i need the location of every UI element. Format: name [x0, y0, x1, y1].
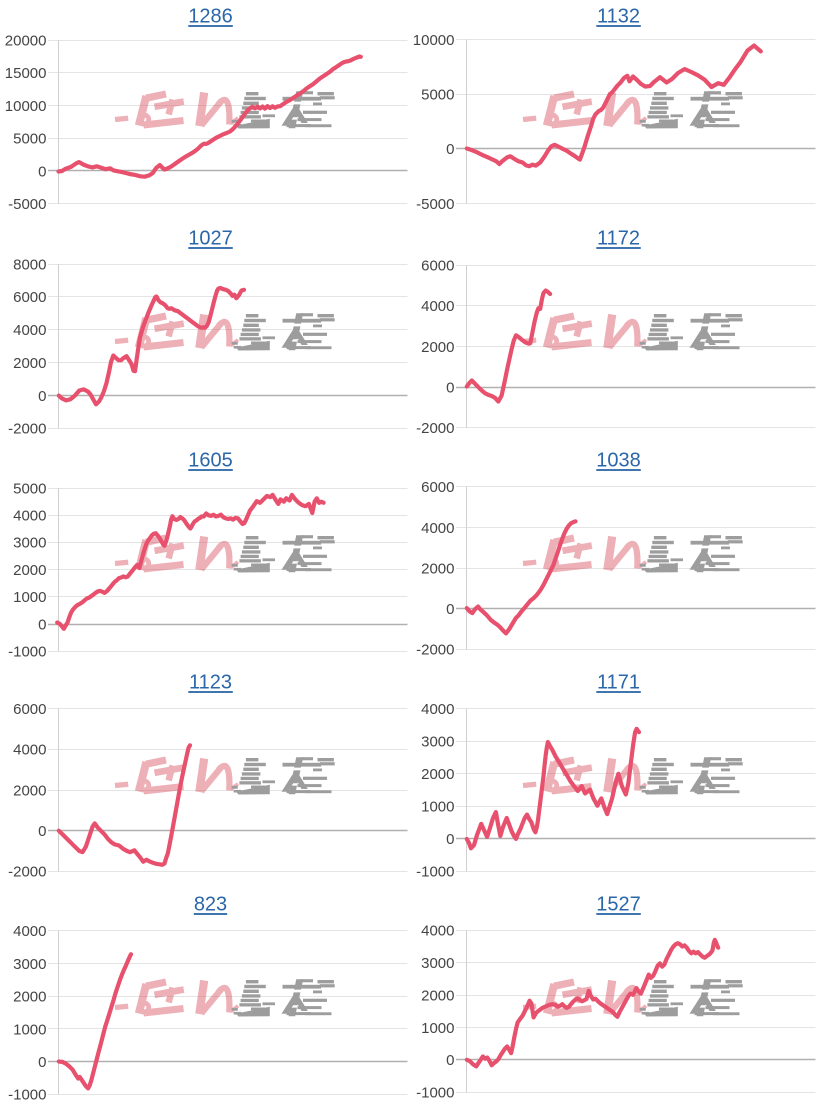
svg-text:1123: 1123: [189, 672, 232, 694]
svg-text:-1000: -1000: [416, 1085, 454, 1102]
svg-text:4000: 4000: [13, 508, 46, 525]
svg-text:0: 0: [38, 388, 46, 405]
svg-text:-2000: -2000: [416, 420, 454, 437]
svg-text:-5000: -5000: [416, 196, 454, 213]
svg-text:2000: 2000: [13, 989, 46, 1006]
svg-text:1000: 1000: [421, 1020, 454, 1037]
svg-text:1000: 1000: [13, 589, 46, 606]
svg-text:8000: 8000: [13, 256, 46, 273]
svg-text:1171: 1171: [597, 672, 640, 694]
svg-text:0: 0: [38, 163, 46, 180]
svg-text:2000: 2000: [13, 562, 46, 579]
svg-text:1286: 1286: [188, 6, 233, 28]
svg-text:5000: 5000: [421, 87, 454, 104]
svg-text:2000: 2000: [421, 987, 454, 1004]
svg-text:2000: 2000: [421, 339, 454, 356]
svg-text:4000: 4000: [421, 298, 454, 315]
svg-text:4000: 4000: [421, 520, 454, 537]
svg-text:1027: 1027: [188, 228, 233, 250]
svg-text:0: 0: [38, 823, 46, 840]
svg-text:1038: 1038: [596, 450, 641, 472]
svg-text:6000: 6000: [421, 258, 454, 275]
svg-text:0: 0: [446, 601, 454, 618]
svg-text:3000: 3000: [421, 955, 454, 972]
svg-text:4000: 4000: [13, 923, 46, 940]
svg-text:-1000: -1000: [416, 864, 454, 881]
svg-text:-1000: -1000: [8, 644, 46, 661]
svg-text:6000: 6000: [421, 479, 454, 496]
svg-text:2000: 2000: [13, 355, 46, 372]
svg-text:3000: 3000: [13, 956, 46, 973]
svg-text:1172: 1172: [597, 228, 640, 250]
svg-text:0: 0: [446, 831, 454, 848]
svg-text:1000: 1000: [421, 799, 454, 816]
svg-text:2000: 2000: [421, 560, 454, 577]
svg-text:10000: 10000: [5, 98, 47, 115]
svg-text:4000: 4000: [13, 322, 46, 339]
svg-text:0: 0: [446, 141, 454, 158]
svg-text:2000: 2000: [13, 782, 46, 799]
svg-text:10000: 10000: [413, 32, 455, 49]
svg-text:3000: 3000: [13, 535, 46, 552]
svg-text:5000: 5000: [13, 480, 46, 497]
svg-text:0: 0: [446, 380, 454, 397]
svg-text:823: 823: [194, 894, 227, 916]
svg-text:3000: 3000: [421, 734, 454, 751]
svg-text:-2000: -2000: [416, 642, 454, 659]
svg-text:2000: 2000: [421, 766, 454, 783]
svg-text:1605: 1605: [188, 450, 233, 472]
svg-text:20000: 20000: [5, 32, 47, 49]
svg-text:-5000: -5000: [8, 196, 46, 213]
svg-text:0: 0: [38, 616, 46, 633]
svg-text:6000: 6000: [13, 289, 46, 306]
svg-text:-1000: -1000: [8, 1087, 46, 1104]
svg-text:6000: 6000: [13, 701, 46, 718]
svg-text:-2000: -2000: [8, 421, 46, 438]
svg-text:4000: 4000: [421, 701, 454, 718]
svg-text:4000: 4000: [421, 923, 454, 940]
svg-text:0: 0: [446, 1052, 454, 1069]
svg-text:1000: 1000: [13, 1021, 46, 1038]
svg-text:5000: 5000: [13, 131, 46, 148]
svg-text:15000: 15000: [5, 65, 47, 82]
svg-text:1132: 1132: [597, 6, 640, 28]
svg-text:-2000: -2000: [8, 864, 46, 881]
svg-text:1527: 1527: [596, 894, 641, 916]
svg-text:0: 0: [38, 1054, 46, 1071]
svg-text:4000: 4000: [13, 742, 46, 759]
